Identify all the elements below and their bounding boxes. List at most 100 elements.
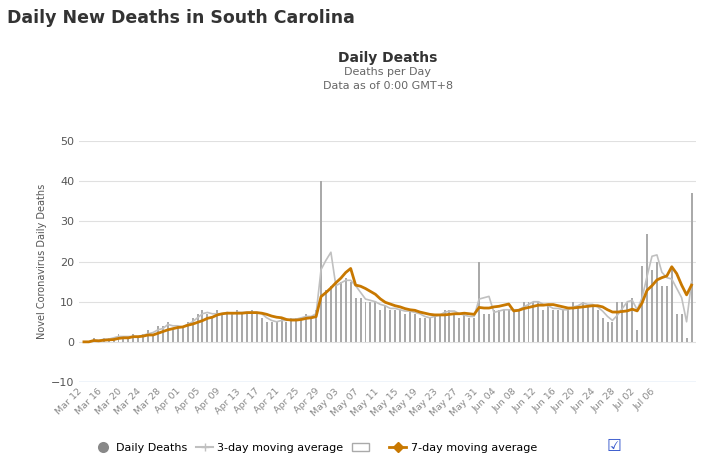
Bar <box>271 322 273 342</box>
Bar <box>360 298 362 342</box>
Bar <box>424 318 426 342</box>
Bar <box>182 326 184 342</box>
Bar <box>434 314 436 342</box>
Bar <box>587 306 589 342</box>
Bar <box>384 306 386 342</box>
Y-axis label: Novel Coronavirus Daily Deaths: Novel Coronavirus Daily Deaths <box>37 184 47 339</box>
Bar <box>641 266 643 342</box>
Bar <box>607 322 609 342</box>
Bar <box>533 302 534 342</box>
Bar <box>449 310 450 342</box>
Bar <box>300 318 302 342</box>
Bar <box>167 322 169 342</box>
Bar <box>602 318 604 342</box>
Bar <box>478 262 480 342</box>
Bar <box>93 338 95 342</box>
Bar <box>127 338 129 342</box>
Bar <box>113 338 115 342</box>
Bar <box>528 302 529 342</box>
Bar <box>315 310 317 342</box>
Bar <box>562 310 564 342</box>
Text: Data as of 0:00 GMT+8: Data as of 0:00 GMT+8 <box>322 81 453 91</box>
Bar <box>444 310 445 342</box>
Bar <box>211 318 213 342</box>
Bar <box>419 318 421 342</box>
Bar <box>577 306 579 342</box>
Bar <box>365 302 366 342</box>
Bar <box>320 181 322 342</box>
Bar <box>636 330 638 342</box>
Bar <box>374 302 376 342</box>
Bar <box>108 338 110 342</box>
Bar <box>355 298 357 342</box>
Bar <box>177 326 179 342</box>
Bar <box>310 318 312 342</box>
Text: ☑: ☑ <box>607 437 622 455</box>
Bar <box>330 286 332 342</box>
Bar <box>350 282 352 342</box>
Bar <box>335 282 337 342</box>
Bar <box>542 310 544 342</box>
Bar <box>226 314 228 342</box>
Bar <box>325 290 327 342</box>
Bar <box>142 334 144 342</box>
Bar <box>207 314 208 342</box>
Bar <box>409 310 411 342</box>
Bar <box>172 330 174 342</box>
Bar <box>473 318 475 342</box>
Bar <box>686 338 688 342</box>
Legend: Daily Deaths, 3-day moving average,   , 7-day moving average: Daily Deaths, 3-day moving average, , 7-… <box>90 438 541 457</box>
Bar <box>508 310 510 342</box>
Bar <box>661 286 663 342</box>
Bar <box>503 310 505 342</box>
Bar <box>681 314 683 342</box>
Bar <box>631 298 633 342</box>
Bar <box>557 310 559 342</box>
Bar <box>454 314 455 342</box>
Bar <box>498 310 500 342</box>
Bar <box>379 310 381 342</box>
Bar <box>231 314 233 342</box>
Bar <box>651 269 653 342</box>
Bar <box>572 302 574 342</box>
Bar <box>666 286 668 342</box>
Bar <box>157 326 159 342</box>
Bar <box>147 330 149 342</box>
Bar <box>276 322 278 342</box>
Bar <box>192 318 194 342</box>
Bar <box>394 310 396 342</box>
Bar <box>488 314 490 342</box>
Bar <box>241 314 243 342</box>
Bar <box>458 318 460 342</box>
Bar <box>286 322 287 342</box>
Bar <box>103 338 105 342</box>
Bar <box>370 302 371 342</box>
Bar <box>132 334 134 342</box>
Bar <box>513 310 515 342</box>
Bar <box>567 310 569 342</box>
Bar <box>414 314 416 342</box>
Bar <box>256 314 258 342</box>
Bar <box>523 302 525 342</box>
Bar <box>691 194 692 342</box>
Bar <box>162 326 164 342</box>
Bar <box>118 334 119 342</box>
Bar <box>621 302 623 342</box>
Text: Daily New Deaths in South Carolina: Daily New Deaths in South Carolina <box>7 9 355 27</box>
Bar <box>251 310 253 342</box>
Bar <box>518 310 520 342</box>
Bar <box>261 318 263 342</box>
Bar <box>483 314 485 342</box>
Bar <box>266 322 268 342</box>
Bar <box>429 318 431 342</box>
Bar <box>656 262 658 342</box>
Bar <box>646 233 648 342</box>
Bar <box>612 322 613 342</box>
Bar <box>197 314 198 342</box>
Bar <box>404 314 406 342</box>
Bar <box>626 302 628 342</box>
Bar <box>305 314 307 342</box>
Bar <box>221 314 223 342</box>
Bar <box>281 318 282 342</box>
Bar <box>345 278 347 342</box>
